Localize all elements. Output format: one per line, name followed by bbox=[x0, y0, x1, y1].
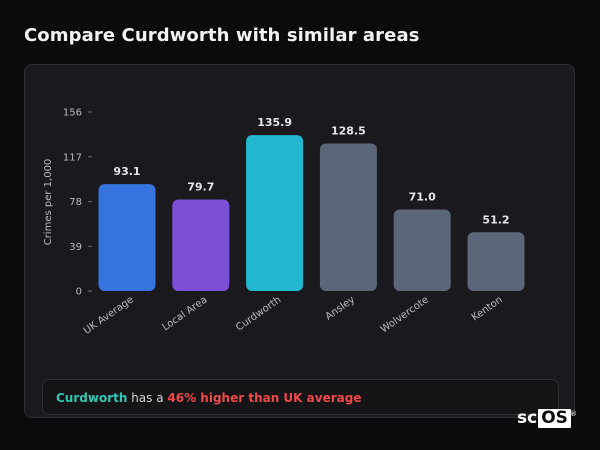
logo-boxed-text: OS bbox=[538, 408, 571, 428]
bar[interactable] bbox=[246, 135, 304, 291]
bar-value-label: 71.0 bbox=[409, 191, 436, 204]
bar-value-label: 93.1 bbox=[113, 165, 140, 178]
bar[interactable] bbox=[319, 143, 377, 291]
bar-value-label: 79.7 bbox=[187, 181, 214, 194]
y-tick-label: 0 bbox=[76, 287, 82, 298]
page-title: Compare Curdworth with similar areas bbox=[24, 25, 420, 46]
y-tick-label: 156 bbox=[63, 108, 82, 119]
bar-value-label: 135.9 bbox=[257, 116, 292, 129]
value-labels-group: 93.1 79.7 135.9 128.5 71.0 51.2 bbox=[113, 116, 509, 226]
x-tick-label: UK Average bbox=[82, 294, 136, 336]
chart-card: Crimes per 1,000 0 39 78 117 156 93.1 79.7 135… bbox=[24, 64, 575, 418]
x-tick-label: Local Area bbox=[161, 294, 210, 333]
summary-callout: Curdworth has a 46% higher than UK avera… bbox=[42, 379, 559, 415]
bar[interactable] bbox=[467, 232, 525, 291]
x-tick-label: Ansley bbox=[324, 294, 358, 322]
y-tick-label: 117 bbox=[63, 152, 82, 163]
bar[interactable] bbox=[98, 184, 156, 291]
y-axis: 0 39 78 117 156 bbox=[63, 108, 92, 298]
x-axis: UK Average Local Area Curdworth Ansley Wolve… bbox=[82, 294, 505, 336]
x-tick-label: Curdworth bbox=[234, 294, 283, 333]
registered-mark: ® bbox=[569, 410, 577, 418]
bar[interactable] bbox=[393, 209, 451, 291]
summary-stat: 46% higher than UK average bbox=[167, 391, 362, 405]
y-axis-label: Crimes per 1,000 bbox=[43, 159, 54, 246]
y-tick-label: 39 bbox=[69, 242, 82, 253]
bar-value-label: 128.5 bbox=[331, 125, 366, 138]
summary-text: has a bbox=[127, 391, 168, 405]
bar-chart: Crimes per 1,000 0 39 78 117 156 93.1 79.7 135… bbox=[43, 108, 525, 337]
summary-area-name: Curdworth bbox=[56, 391, 128, 405]
scos-logo: sc OS ® bbox=[517, 407, 577, 429]
y-tick-label: 78 bbox=[69, 197, 82, 208]
bar[interactable] bbox=[172, 199, 230, 291]
bar-value-label: 51.2 bbox=[482, 213, 509, 226]
bars-group bbox=[98, 135, 525, 291]
x-tick-label: Kenton bbox=[470, 294, 505, 323]
logo-prefix: sc bbox=[517, 408, 538, 428]
x-tick-label: Wolvercote bbox=[379, 294, 431, 335]
